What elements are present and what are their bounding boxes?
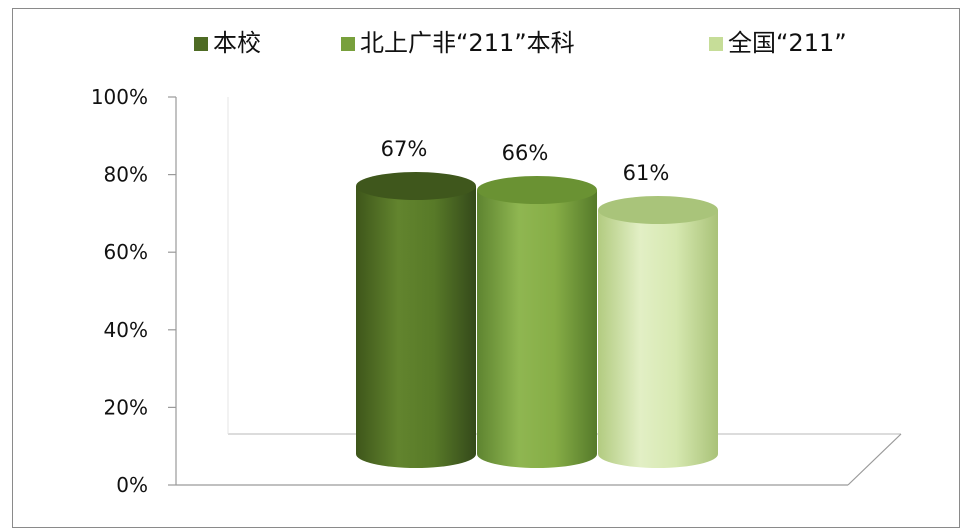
data-label: 61% bbox=[623, 161, 670, 185]
bar-cylinder bbox=[598, 196, 718, 468]
legend-swatch bbox=[194, 37, 208, 51]
bar-top bbox=[356, 172, 476, 200]
legend: 本校 北上广非“211”本科 全国“211” bbox=[194, 29, 847, 57]
y-tick-label: 60% bbox=[104, 240, 148, 264]
data-label: 67% bbox=[381, 137, 428, 161]
y-tick-label: 80% bbox=[104, 163, 148, 187]
legend-swatch bbox=[709, 37, 723, 51]
bar-cylinder bbox=[477, 176, 597, 468]
legend-label: 北上广非“211”本科 bbox=[360, 29, 575, 57]
bar-top bbox=[598, 196, 718, 224]
y-tick-label: 0% bbox=[116, 473, 148, 497]
data-label: 66% bbox=[502, 141, 549, 165]
bar-body bbox=[477, 190, 597, 468]
legend-label: 全国“211” bbox=[728, 29, 847, 57]
floor-right-edge bbox=[847, 433, 902, 486]
bar-body bbox=[598, 210, 718, 468]
y-tick-label: 20% bbox=[104, 395, 148, 419]
y-tick-label: 100% bbox=[91, 85, 148, 109]
bar-top bbox=[477, 176, 597, 204]
y-tick-label: 40% bbox=[104, 318, 148, 342]
legend-label: 本校 bbox=[213, 29, 261, 57]
y-axis-ticks: 0% 20% 40% 60% 80% 100% bbox=[91, 85, 176, 497]
bar-body bbox=[356, 186, 476, 468]
data-labels: 67% 66% 61% bbox=[381, 137, 670, 185]
bar-cylinder bbox=[356, 172, 476, 468]
legend-swatch bbox=[341, 37, 355, 51]
bars bbox=[356, 172, 718, 468]
